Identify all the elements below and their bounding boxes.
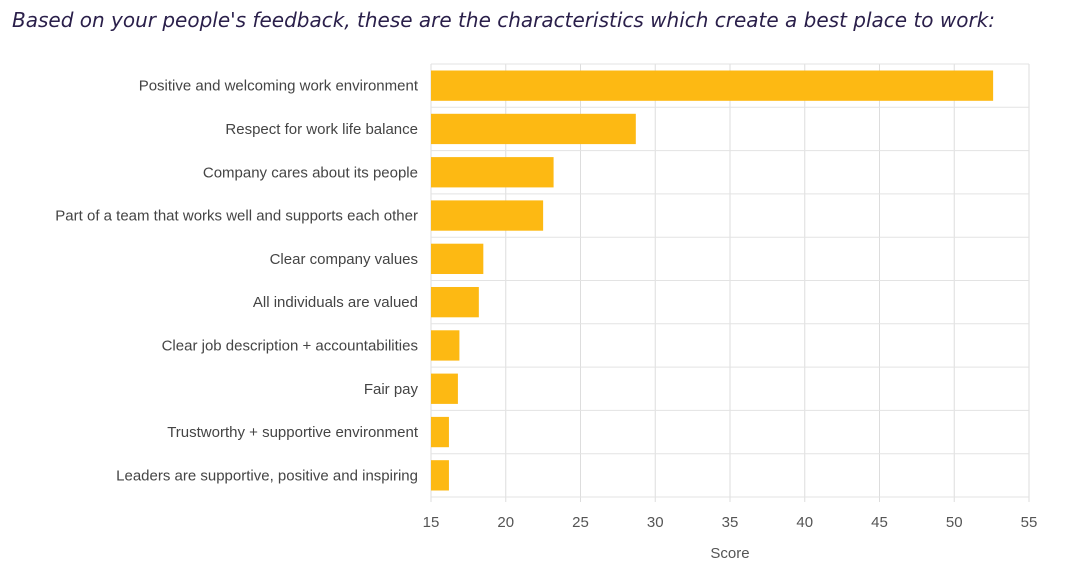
x-tick-label: 50 — [946, 514, 963, 531]
x-tick-label: 25 — [572, 514, 589, 531]
x-tick-label: 30 — [647, 514, 664, 531]
bar — [431, 200, 544, 231]
category-label: Clear company values — [270, 251, 418, 268]
bar — [431, 416, 449, 448]
category-labels: Positive and welcoming work environment R… — [55, 78, 419, 485]
bar — [431, 373, 458, 404]
x-tick-label: 35 — [722, 514, 739, 531]
bar — [431, 330, 460, 361]
bars — [431, 70, 994, 491]
bar — [431, 157, 554, 188]
x-axis-title: Score — [710, 545, 749, 562]
x-tick-label: 20 — [497, 514, 514, 531]
category-label: Part of a team that works well and suppo… — [55, 208, 418, 225]
category-label: Trustworthy + supportive environment — [167, 424, 419, 441]
bar — [431, 286, 479, 318]
category-label: Fair pay — [364, 381, 419, 398]
category-label: Clear job description + accountabilities — [162, 337, 418, 354]
x-tick-label: 15 — [423, 514, 440, 531]
x-tick-label: 45 — [871, 514, 888, 531]
bar — [431, 460, 449, 491]
category-label: Respect for work life balance — [225, 121, 418, 138]
page-title: Based on your people's feedback, these a… — [12, 8, 996, 32]
bar — [431, 113, 636, 145]
x-axis-ticks: 15 20 25 30 35 40 45 50 55 — [423, 514, 1038, 531]
category-label: Positive and welcoming work environment — [139, 78, 419, 95]
category-label: Company cares about its people — [203, 164, 418, 181]
x-tick-label: 55 — [1021, 514, 1038, 531]
category-label: Leaders are supportive, positive and ins… — [116, 467, 418, 484]
x-tick-label: 40 — [796, 514, 813, 531]
bar — [431, 70, 994, 101]
category-label: All individuals are valued — [253, 294, 418, 311]
bar — [431, 243, 484, 275]
